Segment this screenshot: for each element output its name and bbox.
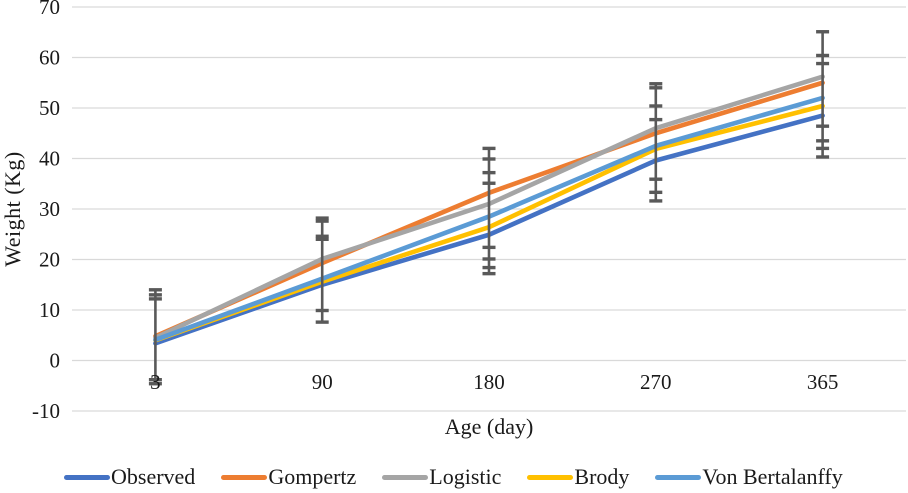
legend-line-swatch (527, 474, 574, 480)
legend-line-swatch (382, 474, 429, 480)
y-tick-label: 20 (39, 248, 60, 272)
legend-label: Brody (574, 464, 630, 489)
legend-line-swatch (64, 474, 110, 480)
legend-label: Observed (111, 464, 196, 489)
y-tick-label: 70 (39, 0, 60, 19)
x-tick-label: 270 (640, 370, 672, 394)
legend-label: Logistic (429, 464, 502, 489)
x-axis-title: Age (day) (444, 414, 534, 439)
legend-item-von-bertalanffy: Von Bertalanffy (655, 464, 843, 490)
legend-label: Gompertz (268, 464, 357, 489)
legend-line-swatch (221, 474, 268, 480)
x-tick-label: 180 (473, 370, 505, 394)
y-tick-label: 40 (39, 147, 60, 171)
y-tick-label: 60 (39, 46, 60, 70)
y-tick-label: 50 (39, 96, 60, 120)
y-tick-label: 0 (50, 349, 61, 373)
legend: Observed Gompertz Logistic Brody Von Bertala… (64, 464, 843, 490)
legend-item-observed: Observed (64, 464, 195, 490)
legend-line-swatch (655, 474, 702, 480)
x-tick-label: 365 (807, 370, 839, 394)
legend-label: Von Bertalanffy (702, 464, 843, 489)
y-tick-label: 30 (39, 197, 60, 221)
y-tick-label: -10 (32, 399, 60, 423)
y-tick-label: 10 (39, 298, 60, 322)
x-tick-label: 3 (150, 370, 161, 394)
legend-item-gompertz: Gompertz (221, 464, 356, 490)
y-axis-title: Weight (Kg) (0, 151, 25, 267)
x-tick-label: 90 (312, 370, 333, 394)
legend-item-brody: Brody (527, 464, 629, 490)
legend-item-logistic: Logistic (382, 464, 501, 490)
